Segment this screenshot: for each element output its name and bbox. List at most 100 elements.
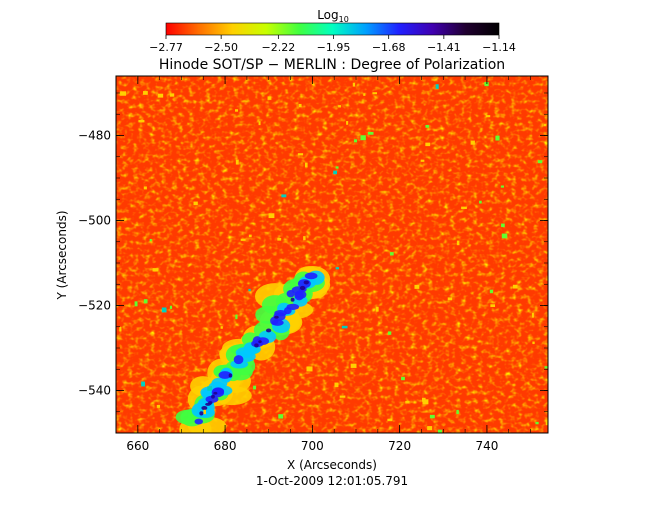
feature-blob: [199, 411, 204, 416]
speckle: [531, 312, 534, 318]
speckle: [512, 284, 518, 289]
speckle: [335, 267, 340, 270]
y-axis: −480 −500 −520 −540: [78, 92, 548, 434]
speckle: [248, 234, 252, 238]
colorbar-tick-label: −1.68: [372, 41, 406, 54]
speckle: [422, 399, 429, 405]
feature-blob: [213, 391, 218, 395]
speckle: [149, 238, 152, 242]
speckle: [543, 123, 547, 127]
colorbar-label: Log10: [317, 8, 349, 24]
x-tick-label: 700: [301, 439, 324, 453]
speckle: [501, 233, 508, 239]
x-axis: 660 680 700 720 740: [115, 76, 531, 453]
speckle: [143, 299, 148, 304]
speckle: [435, 84, 439, 89]
feature-blob: [218, 371, 232, 379]
speckle: [141, 381, 146, 387]
speckle: [134, 301, 138, 307]
speckle: [425, 142, 431, 147]
speckle: [339, 395, 346, 398]
speckle: [152, 268, 159, 272]
speckle: [207, 386, 213, 391]
speckle: [360, 135, 366, 141]
speckle: [303, 236, 306, 241]
speckle: [479, 200, 482, 204]
speckle: [350, 363, 357, 368]
speckle: [532, 341, 535, 344]
chart-title: Hinode SOT/SP − MERLIN : Degree of Polar…: [159, 57, 505, 73]
speckle: [281, 194, 287, 198]
speckle: [456, 409, 459, 415]
speckle: [414, 284, 420, 289]
speckle: [388, 331, 392, 335]
heatmap-features: [119, 82, 548, 433]
colorbar-gradient: [165, 22, 500, 36]
speckle: [485, 115, 491, 118]
speckle: [306, 366, 313, 372]
speckle: [258, 121, 261, 126]
speckle: [363, 93, 366, 96]
feature-blob: [205, 402, 212, 406]
speckle: [157, 93, 164, 98]
speckle: [161, 307, 167, 313]
speckle: [367, 131, 374, 135]
speckle: [268, 213, 275, 219]
speckle: [405, 400, 410, 404]
colorbar-tick-label: −1.14: [482, 41, 516, 54]
speckle: [390, 252, 394, 256]
speckle: [120, 91, 127, 96]
speckle: [193, 201, 198, 206]
x-tick-label: 740: [475, 439, 498, 453]
speckle: [338, 105, 341, 108]
speckle: [220, 326, 223, 329]
speckle: [353, 139, 358, 143]
y-tick-label: −520: [78, 299, 111, 313]
speckle: [420, 159, 425, 162]
speckle: [387, 418, 393, 422]
speckle: [143, 91, 148, 95]
speckle: [297, 153, 304, 156]
plot-area: [116, 76, 548, 433]
colorbar-tick-label: −2.77: [149, 41, 183, 54]
speckle: [429, 414, 435, 419]
speckle: [235, 314, 238, 320]
speckle: [235, 159, 239, 165]
y-tick-label: −500: [78, 214, 111, 228]
x-tick-label: 720: [388, 439, 411, 453]
speckle: [156, 404, 161, 408]
feature-blob: [304, 272, 318, 280]
speckle: [169, 305, 173, 309]
x-tick-label: 660: [126, 439, 149, 453]
speckle: [203, 409, 206, 415]
x-tick-label: 680: [214, 439, 237, 453]
speckle: [119, 326, 122, 332]
speckle: [545, 420, 548, 426]
feature-blob: [266, 328, 272, 333]
speckle: [535, 421, 539, 425]
feature-blob: [286, 289, 295, 298]
speckle: [248, 288, 251, 292]
feature-blob: [211, 394, 215, 399]
colorbar-ticks: −2.77 −2.50 −2.22 −1.95 −1.68 −1.41 −1.14: [149, 35, 516, 54]
feature-blob: [299, 285, 306, 291]
speckle: [375, 306, 379, 312]
feature-blob: [228, 373, 233, 378]
feature-blob: [201, 406, 208, 411]
speckle: [495, 135, 500, 141]
speckle: [456, 240, 460, 246]
speckle: [537, 160, 543, 164]
speckle: [544, 366, 548, 369]
speckle: [489, 289, 494, 294]
speckle: [143, 186, 147, 190]
speckle: [138, 120, 145, 123]
speckle: [298, 103, 302, 108]
date-label: 1-Oct-2009 12:01:05.791: [256, 474, 408, 488]
speckle: [425, 124, 430, 128]
speckle: [335, 166, 339, 169]
colorbar-tick-label: −2.22: [262, 41, 296, 54]
y-tick-label: −540: [78, 384, 111, 398]
speckle: [234, 109, 239, 112]
plot-frame: [115, 75, 549, 434]
speckle: [401, 376, 405, 381]
